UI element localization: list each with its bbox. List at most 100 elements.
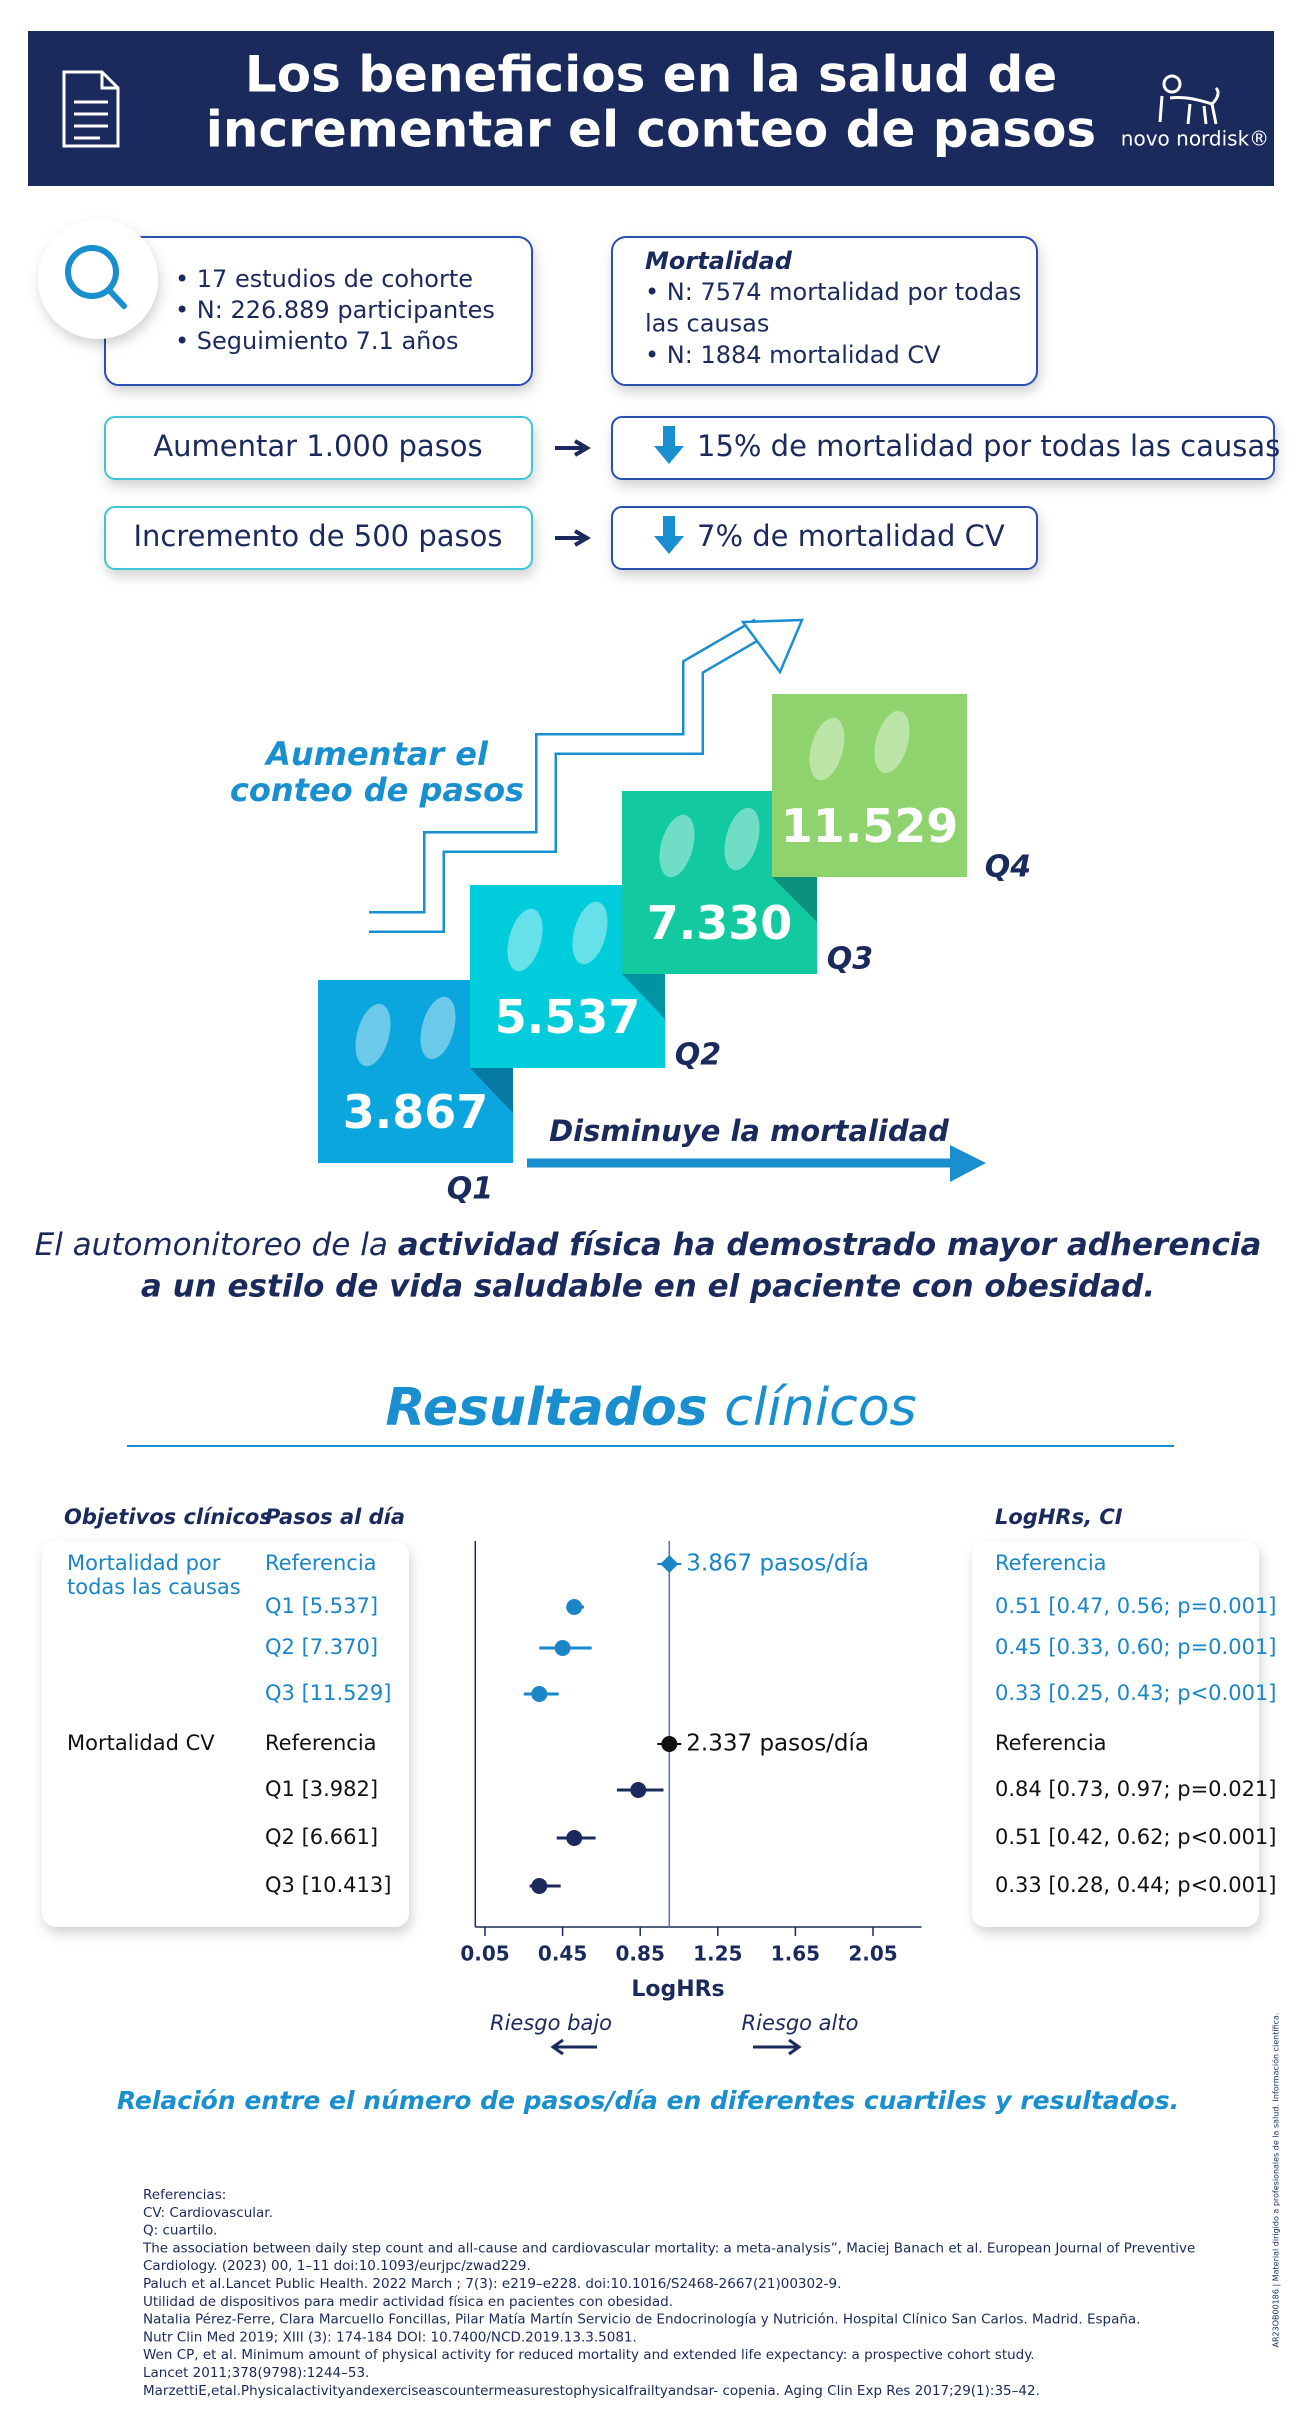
result-cell: 0.33 [0.25, 0.43; p<0.001] [995, 1681, 1276, 1705]
result-cell: 0.33 [0.28, 0.44; p<0.001] [995, 1873, 1276, 1897]
outcome: Mortalidad por [67, 1551, 221, 1575]
mortality-line: • N: 1884 mortalidad CV [645, 341, 941, 369]
mortality-box [611, 236, 1038, 386]
reference-line-text: Cardiology. (2023) 00, 1–11 doi:10.1093/… [143, 2258, 531, 2274]
title-line: Los beneficios en la salud de [245, 46, 1057, 104]
reference-line-text: CV: Cardiovascular. [143, 2205, 273, 2221]
quartile-label: Q4 [985, 850, 1031, 885]
results-title-bold: Resultados [385, 1378, 707, 1438]
steps-cell: Q3 [10.413] [265, 1873, 391, 1897]
x-tick-label: 0.45 [538, 1942, 587, 1966]
header-bar [28, 31, 1274, 186]
column-header: LogHRs, CI [995, 1505, 1123, 1529]
estimate-point [660, 1555, 679, 1573]
mortality-line: • N: 7574 mortalidad por todas [645, 278, 1021, 306]
x-tick-label: 1.65 [771, 1942, 820, 1966]
estimate-point [531, 1686, 548, 1702]
mortality-line: las causas [645, 310, 769, 338]
result-text: 15% de mortalidad por todas las causas [697, 429, 1280, 463]
quartile-box [772, 694, 967, 877]
estimate-point [554, 1640, 571, 1656]
estimate-point [566, 1830, 583, 1846]
side-note: AR23OB00186 | Material dirigido a profes… [1271, 2013, 1281, 2348]
step-count: 11.529 [781, 799, 959, 853]
logo-icon [1158, 74, 1220, 125]
study-line: • Seguimiento 7.1 años [175, 327, 459, 355]
result-cell: 0.51 [0.42, 0.62; p<0.001] [995, 1825, 1276, 1849]
reference-line-text: The association between daily step count… [142, 2240, 1195, 2256]
x-tick-label: 2.05 [848, 1942, 897, 1966]
reference-label: 2.337 pasos/día [686, 1731, 869, 1757]
outcome: Mortalidad CV [67, 1731, 215, 1755]
right-panel [972, 1541, 1259, 1927]
x-tick-label: 0.05 [460, 1942, 509, 1966]
statement-line: a un estilo de vida saludable en el paci… [141, 1269, 1155, 1305]
statement-line: El automonitoreo de la actividad física … [35, 1227, 1262, 1263]
result-box [611, 506, 1038, 570]
reference-line-text: Wen CP, et al. Minimum amount of physica… [143, 2347, 1035, 2363]
steps-cell: Referencia [265, 1731, 377, 1755]
study-line: • N: 226.889 participantes [175, 296, 495, 324]
quartile-label: Q2 [675, 1038, 721, 1073]
reference-line-text: Lancet 2011;378(9798):1244–53. [143, 2365, 369, 2381]
steps-cell: Q3 [11.529] [265, 1681, 391, 1705]
document-icon [62, 70, 120, 148]
result-cell: 0.84 [0.73, 0.97; p=0.021] [995, 1777, 1276, 1801]
left-panel [42, 1541, 409, 1927]
footprint [809, 717, 845, 781]
high-risk-arrow [753, 2038, 802, 2056]
outcome: todas las causas [67, 1575, 241, 1599]
study-line: • 17 estudios de cohorte [175, 265, 473, 293]
footprint [507, 908, 543, 972]
stairs-fill [369, 620, 765, 931]
decrease-arrowhead [950, 1145, 986, 1182]
logo-text: novo nordisk® [1121, 127, 1269, 151]
footprint [355, 1003, 391, 1067]
reference-label: 3.867 pasos/día [686, 1551, 869, 1577]
results-title-normal: clínicos [724, 1378, 916, 1438]
mortality-title: Mortalidad [645, 247, 793, 275]
action-text: Aumentar 1.000 pasos [153, 429, 482, 463]
estimate-point [630, 1782, 647, 1798]
steps-cell: Q2 [7.370] [265, 1635, 378, 1659]
results-title: Resultados clínicos [385, 1378, 916, 1438]
link-arrow [555, 439, 591, 457]
step-count: 5.537 [495, 990, 641, 1044]
reference-line-text: Q: cuartilo. [143, 2223, 217, 2239]
steps-cell: Q1 [5.537] [265, 1594, 378, 1618]
footprint [420, 996, 456, 1060]
high-risk-label: Riesgo alto [742, 2011, 859, 2035]
result-cell: Referencia [995, 1551, 1107, 1575]
estimate-point [661, 1736, 678, 1752]
x-tick-label: 1.25 [693, 1942, 742, 1966]
action-box [104, 416, 533, 480]
fold-shadow [772, 877, 817, 922]
column-header: Pasos al día [265, 1505, 405, 1529]
action-box [104, 506, 533, 570]
search-icon [65, 245, 127, 309]
steps-cell: Q2 [6.661] [265, 1825, 378, 1849]
reference-line-text: Nutr Clin Med 2019; XIII (3): 174-184 DO… [143, 2329, 637, 2345]
estimate-point [566, 1599, 583, 1615]
result-cell: Referencia [995, 1731, 1107, 1755]
title-line: incrementar el conteo de pasos [206, 101, 1096, 159]
reference-line-text: Referencias: [143, 2187, 226, 2203]
action-text: Incremento de 500 pasos [134, 519, 503, 553]
reference-line-text: MarzettiE,etal.Physicalactivityandexerci… [143, 2383, 1040, 2399]
down-arrow [654, 516, 684, 554]
estimate-point [531, 1878, 548, 1894]
step-count: 7.330 [647, 896, 793, 950]
reference-line-text: Natalia Pérez-Ferre, Clara Marcuello Fon… [143, 2312, 1140, 2328]
stairs-label: conteo de pasos [230, 771, 524, 809]
quartile-label: Q1 [447, 1172, 493, 1207]
fold-shadow [470, 1068, 513, 1113]
link-arrow [555, 529, 591, 547]
column-header: Objetivos clínicos [64, 1505, 272, 1529]
footprint [659, 814, 695, 878]
statement-bold: actividad física ha demostrado mayor adh… [398, 1227, 1262, 1263]
footprint [874, 710, 910, 774]
down-arrow [654, 426, 684, 464]
stairs-label: Aumentar el [263, 735, 489, 773]
caption: Relación entre el número de pasos/día en… [117, 2086, 1179, 2115]
